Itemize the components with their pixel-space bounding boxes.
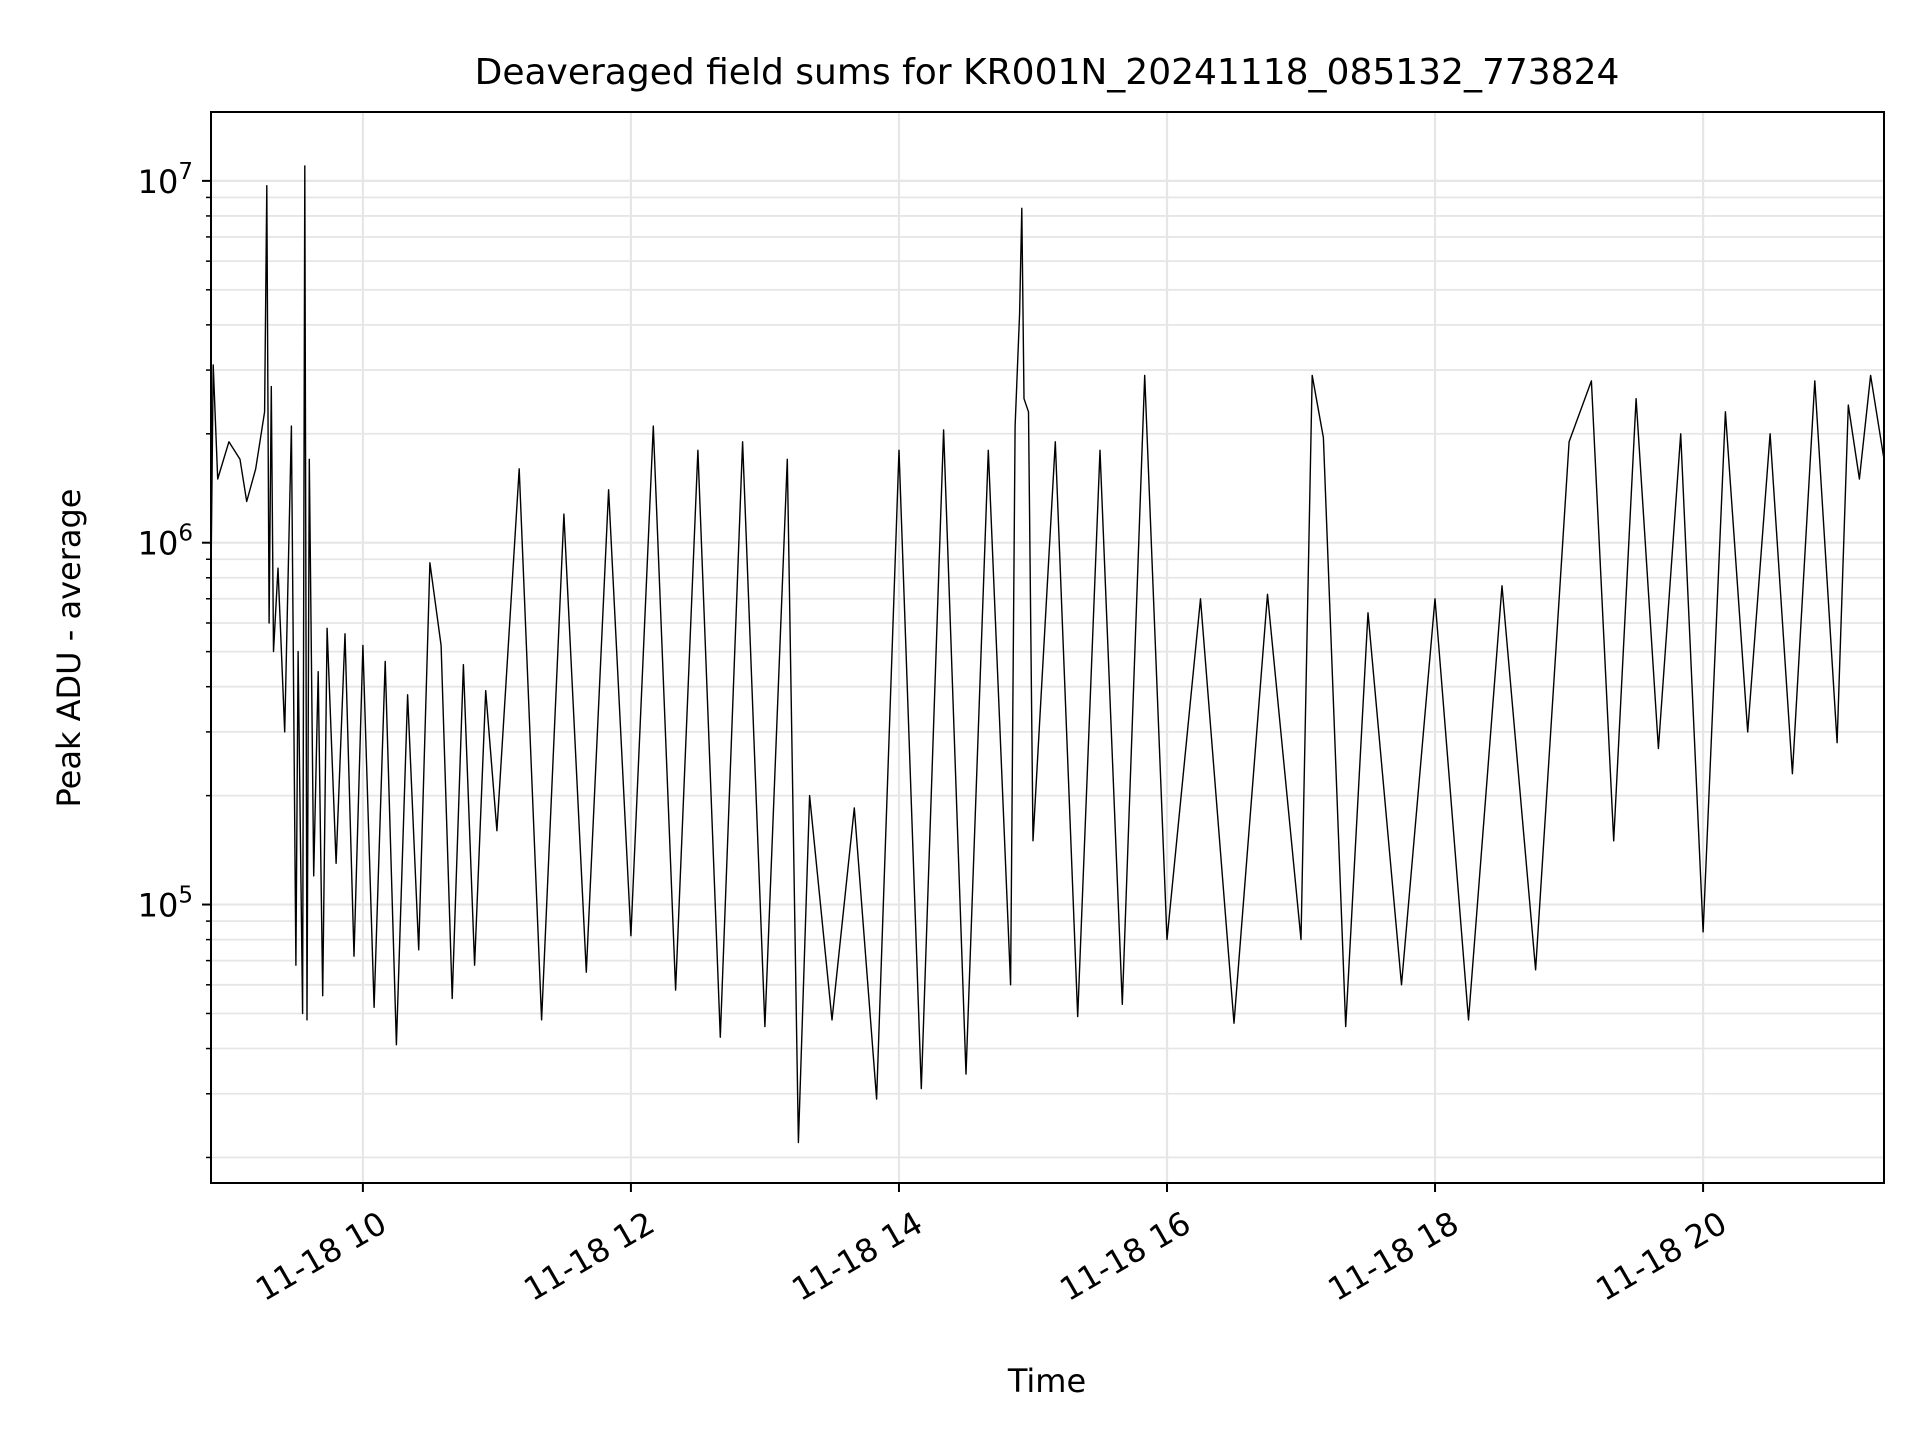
x-tick-label: 11-18 16 <box>1053 1204 1197 1309</box>
y-axis-label: Peak ADU - average <box>50 489 88 808</box>
chart-title: Deaveraged field sums for KR001N_2024111… <box>475 52 1620 93</box>
x-axis-label: Time <box>1007 1362 1086 1400</box>
y-tick-label: 106 <box>138 521 193 563</box>
x-tick-label: 11-18 20 <box>1589 1204 1733 1309</box>
x-tick-label: 11-18 14 <box>785 1204 929 1309</box>
plot-frame <box>210 111 1885 1184</box>
y-tick-label: 107 <box>138 159 193 201</box>
y-axis: 105 106 107 <box>138 159 211 1159</box>
y-tick-label: 105 <box>138 883 193 925</box>
x-tick-label: 11-18 10 <box>249 1204 393 1309</box>
x-axis: 11-18 10 11-18 12 11-18 14 11-18 16 11-18 18… <box>249 1183 1733 1309</box>
series-line <box>210 165 1885 1144</box>
grid-lines <box>211 112 1884 1183</box>
x-tick-label: 11-18 12 <box>517 1204 661 1309</box>
x-tick-label: 11-18 18 <box>1321 1204 1465 1309</box>
